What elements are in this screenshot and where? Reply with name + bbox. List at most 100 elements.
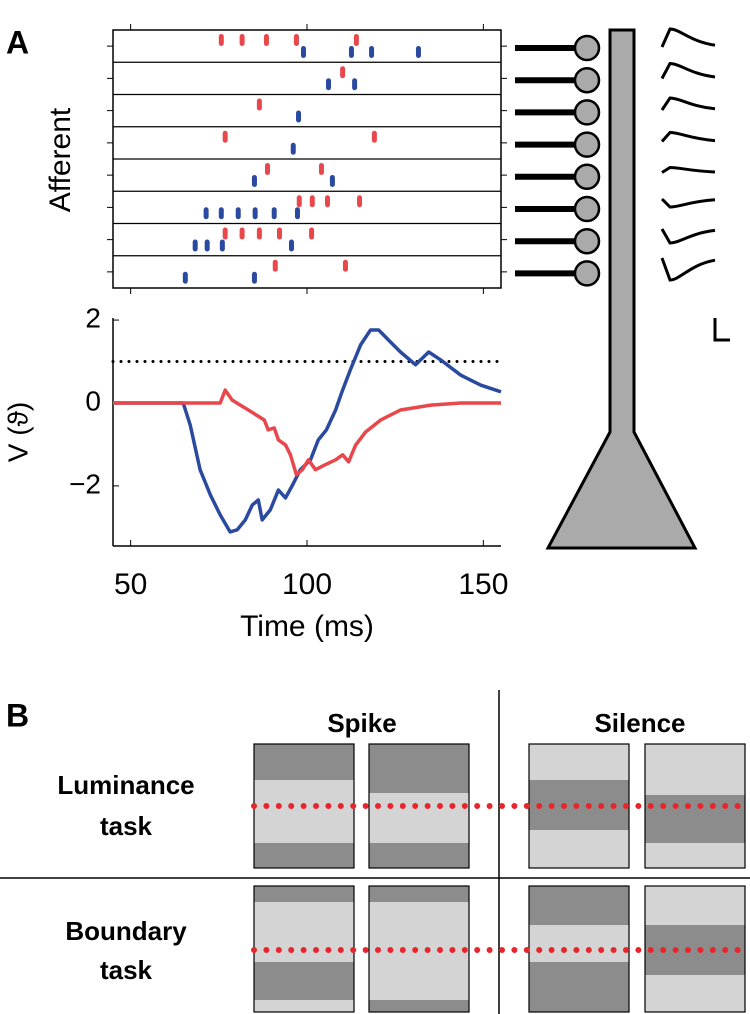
synapse <box>573 227 601 255</box>
stimulus-band <box>529 925 629 962</box>
stimulus-band <box>529 830 629 868</box>
spike <box>318 163 324 175</box>
spike <box>276 227 282 240</box>
spike <box>329 175 335 187</box>
stimulus-band <box>369 886 469 902</box>
spike <box>294 207 300 220</box>
stimulus-band <box>254 1000 354 1012</box>
row-label: Boundary <box>65 916 187 946</box>
spike <box>348 46 354 58</box>
spike <box>239 227 245 240</box>
spike <box>272 259 278 272</box>
spike <box>235 207 241 220</box>
spike <box>203 207 209 220</box>
spike <box>256 227 262 240</box>
spike <box>371 130 377 143</box>
y-axis-label: Afferent <box>44 107 77 212</box>
stimulus-band <box>369 793 469 843</box>
stimulus-band <box>254 744 354 780</box>
spike <box>369 46 375 58</box>
synapse <box>573 131 601 158</box>
spike <box>290 142 296 155</box>
stimulus-band <box>645 744 745 795</box>
spike <box>219 239 225 252</box>
synapse <box>573 195 601 223</box>
spike <box>256 98 262 111</box>
column-label: Spike <box>327 708 396 738</box>
spike <box>218 34 224 46</box>
stimulus-band <box>254 962 354 1000</box>
spike <box>222 130 228 143</box>
spike <box>222 227 228 240</box>
spike <box>340 66 346 79</box>
stimulus-band <box>369 843 469 868</box>
psp-kernel <box>660 61 716 80</box>
stimulus-band <box>645 795 745 843</box>
stimulus-band <box>529 962 629 1012</box>
spike <box>288 239 294 252</box>
stimulus <box>368 743 470 869</box>
spike <box>252 207 258 220</box>
spike <box>271 207 277 220</box>
x-tick-label: 100 <box>282 568 332 601</box>
scale-bar <box>713 318 730 342</box>
spike <box>218 207 224 220</box>
psp-kernel <box>660 228 716 245</box>
stimulus-band <box>254 843 354 868</box>
spike <box>251 271 257 284</box>
psp-kernel <box>660 130 716 143</box>
spike <box>342 259 348 272</box>
psp-kernel <box>660 197 716 209</box>
x-tick-label: 150 <box>458 568 508 601</box>
spike <box>309 195 315 208</box>
spike <box>239 34 245 46</box>
column-label: Silence <box>594 708 685 738</box>
stimulus-band <box>529 744 629 780</box>
spike <box>182 271 188 284</box>
x-axis-label: Time (ms) <box>240 610 374 643</box>
spike <box>296 110 302 123</box>
synapse <box>573 260 601 287</box>
psp-kernel <box>660 27 716 48</box>
panel-label: B <box>6 697 29 733</box>
spike <box>204 239 210 252</box>
y-tick-label: 2 <box>85 302 101 333</box>
y-tick-label: −2 <box>69 468 101 499</box>
stimulus-band <box>369 1000 469 1012</box>
stimulus-band <box>369 744 469 793</box>
stimulus <box>644 743 746 869</box>
stimulus-band <box>645 843 745 868</box>
row-label: task <box>100 811 153 841</box>
y-tick-label: 0 <box>85 385 101 416</box>
spike <box>352 78 358 91</box>
spike <box>324 195 330 208</box>
spike <box>353 34 359 46</box>
spike <box>326 78 332 91</box>
stimulus-band <box>645 886 745 925</box>
synapse <box>573 66 601 94</box>
spike <box>264 163 270 175</box>
neuron <box>545 28 698 550</box>
spike <box>293 34 299 46</box>
spike <box>192 239 198 252</box>
synapse <box>573 99 601 126</box>
psp-kernel <box>660 257 716 282</box>
spike <box>251 175 257 187</box>
spike <box>263 34 269 46</box>
stimulus-band <box>645 975 745 1012</box>
stimulus-band <box>254 886 354 902</box>
spike <box>415 46 421 58</box>
stimulus-band <box>254 780 354 843</box>
spike <box>300 46 306 58</box>
psp-kernel <box>661 165 716 174</box>
stimulus-band <box>645 925 745 975</box>
spike <box>309 227 315 240</box>
y-axis-label: V (ϑ) <box>2 402 33 462</box>
stimulus <box>644 885 746 1013</box>
panel-label: A <box>6 24 29 60</box>
synapse <box>573 163 601 191</box>
psp-kernel <box>660 96 716 111</box>
stimulus-band <box>254 902 354 962</box>
voltage-trace <box>113 328 502 534</box>
